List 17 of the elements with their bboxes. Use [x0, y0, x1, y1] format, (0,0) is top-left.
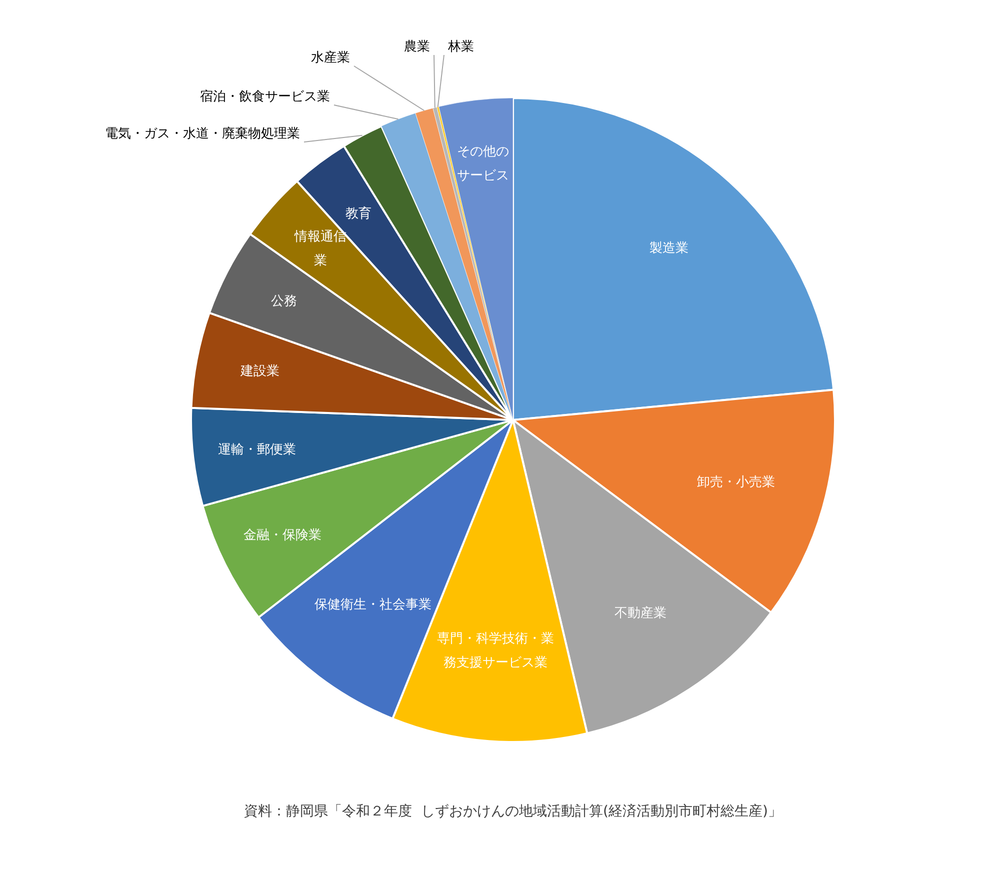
- slice-label: 製造業: [650, 240, 689, 256]
- slice-label: 運輸・郵便業: [218, 442, 296, 458]
- slice-label: 水産業: [311, 49, 350, 66]
- slice-label: 専門・科学技術・業務支援サービス業: [437, 632, 554, 671]
- slice-label: 林業: [447, 39, 474, 54]
- slice-label: 公務: [271, 294, 298, 309]
- slice-label: 卸売・小売業: [697, 474, 776, 490]
- slice-label: 農業: [404, 39, 430, 54]
- slice-label: 不動産業: [614, 605, 666, 622]
- slice-label: 宿泊・飲食サービス業: [200, 88, 330, 104]
- slice-label: 金融・保険業: [244, 528, 322, 543]
- slice-label: 電気・ガス・水道・廃棄物処理業: [105, 125, 300, 142]
- slice-label: 建設業: [239, 364, 280, 380]
- text: 資料：静岡県「令和２年度 しずおかけんの地域活動計算(経済活動別市町村総生産)」: [244, 804, 782, 820]
- slice-label: その他のサービス: [457, 144, 510, 184]
- slice-label: 教育: [345, 205, 372, 222]
- slice-label: 保健衛生・社会事業: [314, 597, 432, 612]
